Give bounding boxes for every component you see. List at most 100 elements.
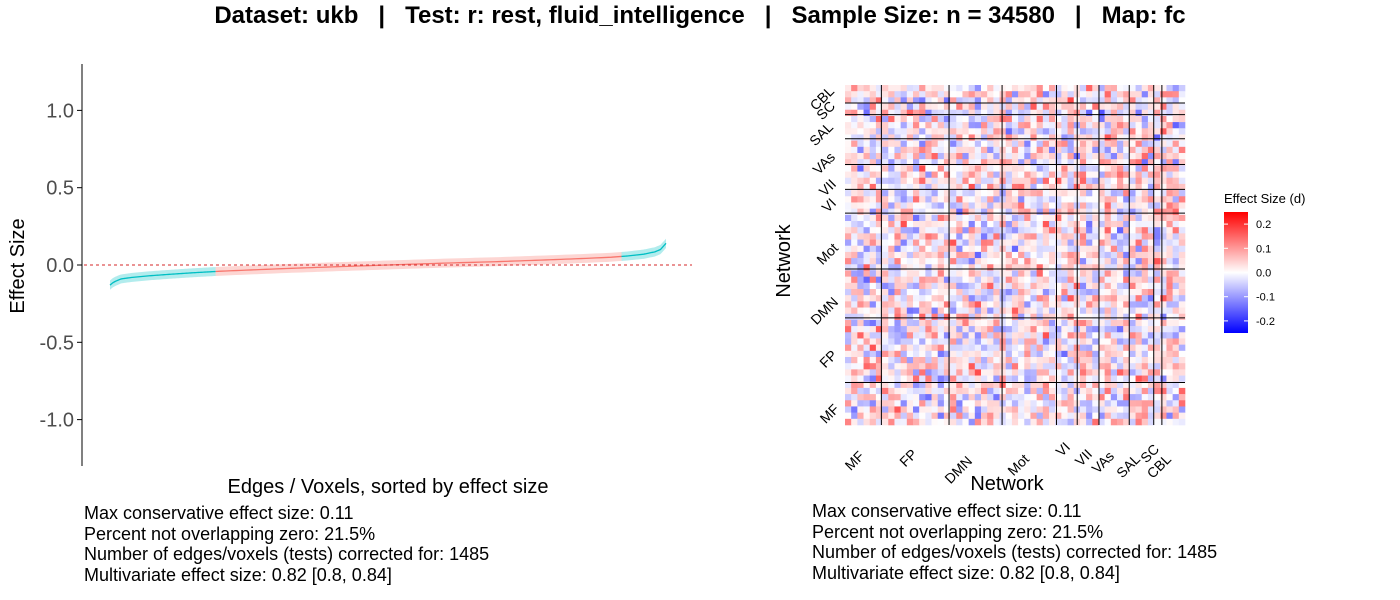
heatmap-cell <box>956 146 963 154</box>
heatmap-cell <box>937 264 945 271</box>
heatmap-cell <box>931 196 939 203</box>
heatmap-cell <box>919 282 926 290</box>
heatmap-cell <box>1110 140 1118 148</box>
heatmap-cell <box>1129 251 1136 259</box>
heatmap-cell <box>1067 245 1075 253</box>
heatmap-cell <box>1110 406 1118 413</box>
heatmap-cell <box>1011 115 1019 123</box>
heatmap-cell <box>956 103 963 111</box>
heatmap-cell <box>1117 91 1124 98</box>
heatmap-cell <box>993 122 1000 129</box>
heatmap-cell <box>974 289 982 296</box>
heatmap-cell <box>1049 394 1056 401</box>
heatmap-cell <box>987 85 994 92</box>
heatmap-cell <box>962 115 969 123</box>
heatmap-cell <box>956 239 963 247</box>
heatmap-cell <box>999 338 1007 345</box>
heatmap-cell <box>1055 208 1062 216</box>
heatmap-cell <box>1061 387 1068 395</box>
heatmap-cell <box>1042 289 1050 296</box>
heatmap-cell <box>1024 313 1031 321</box>
heatmap-cell <box>888 97 895 104</box>
heatmap-cell <box>1042 369 1050 376</box>
heatmap-cell <box>1178 146 1186 154</box>
heatmap-cell <box>993 319 1000 327</box>
heatmap-cell <box>1129 319 1136 327</box>
heatmap-cell <box>1079 375 1087 383</box>
heatmap-cell <box>1160 227 1167 234</box>
heatmap-cell <box>993 332 1000 339</box>
heatmap-cell <box>1042 251 1050 259</box>
heatmap-cell <box>937 202 945 209</box>
heatmap-cell <box>919 214 926 222</box>
heatmap-cell <box>968 400 976 407</box>
heatmap-cell <box>1086 134 1093 141</box>
heatmap-cell <box>1036 394 1044 401</box>
heatmap-cell <box>845 153 852 160</box>
heatmap-cell <box>1049 301 1056 308</box>
heatmap-cell <box>1110 171 1118 179</box>
heatmap-cell <box>1079 208 1087 216</box>
heatmap-cell <box>1147 276 1155 284</box>
heatmap-cell <box>1018 270 1025 277</box>
heatmap-cell <box>1117 295 1124 302</box>
heatmap-cell <box>968 406 976 413</box>
heatmap-cell <box>1055 344 1062 352</box>
heatmap-cell <box>950 214 957 222</box>
heatmap-cell <box>919 319 926 327</box>
heatmap-cell <box>845 400 852 407</box>
heatmap-cell <box>1092 221 1099 228</box>
heatmap-cell <box>875 239 883 247</box>
heatmap-cell <box>937 406 945 413</box>
heatmap-cell <box>1036 387 1044 395</box>
heatmap-cell <box>1104 295 1112 302</box>
heatmap-cell <box>1042 202 1050 209</box>
heatmap-cell <box>882 400 889 407</box>
heatmap-cell <box>1036 177 1044 185</box>
heatmap-cell <box>987 165 994 172</box>
heatmap-cell <box>981 85 988 92</box>
heatmap-cell <box>1104 140 1112 148</box>
heatmap-cell <box>869 264 877 271</box>
heatmap-cell <box>1086 418 1093 426</box>
heatmap-cell <box>1104 251 1112 259</box>
heatmap-cell <box>875 289 883 296</box>
heatmap-cell <box>999 153 1007 160</box>
heatmap-cell <box>1135 307 1143 315</box>
heatmap-cell <box>1049 134 1056 141</box>
legend-tick-label: 0.1 <box>1256 243 1271 255</box>
heatmap-cell <box>1178 387 1186 395</box>
heatmap-cell <box>1129 394 1136 401</box>
heatmap-cell <box>974 301 982 308</box>
heatmap-cell <box>1166 239 1173 247</box>
heatmap-cell <box>987 196 994 203</box>
heatmap-cell <box>1129 258 1136 265</box>
heatmap-cell <box>968 128 976 135</box>
heatmap-cell <box>1018 295 1025 302</box>
heatmap-cell <box>943 251 951 259</box>
heatmap-cell <box>1030 122 1037 129</box>
heatmap-cell <box>962 357 969 364</box>
heatmap-cell <box>1079 289 1087 296</box>
heatmap-cell <box>1067 221 1075 228</box>
heatmap-cell <box>1086 115 1093 123</box>
heatmap-cell <box>882 103 889 111</box>
heatmap-cell <box>993 357 1000 364</box>
heatmap-cell <box>993 406 1000 413</box>
heatmap-cell <box>919 109 926 117</box>
heatmap-cell <box>1030 196 1037 203</box>
heatmap-cell <box>968 97 976 104</box>
heatmap-cell <box>1110 387 1118 395</box>
heatmap-cell <box>981 165 988 172</box>
heatmap-cell <box>925 400 932 407</box>
heatmap-cell <box>1079 270 1087 277</box>
heatmap-cell <box>1141 258 1149 265</box>
heatmap-cell <box>1104 350 1112 358</box>
heatmap-cell <box>1055 128 1062 135</box>
heatmap-cell <box>950 227 957 234</box>
heatmap-cell <box>1011 350 1019 358</box>
heatmap-cell <box>913 412 920 420</box>
heatmap-cell <box>1154 301 1161 308</box>
heatmap-cell <box>1147 183 1155 191</box>
heatmap-cell <box>906 109 914 117</box>
